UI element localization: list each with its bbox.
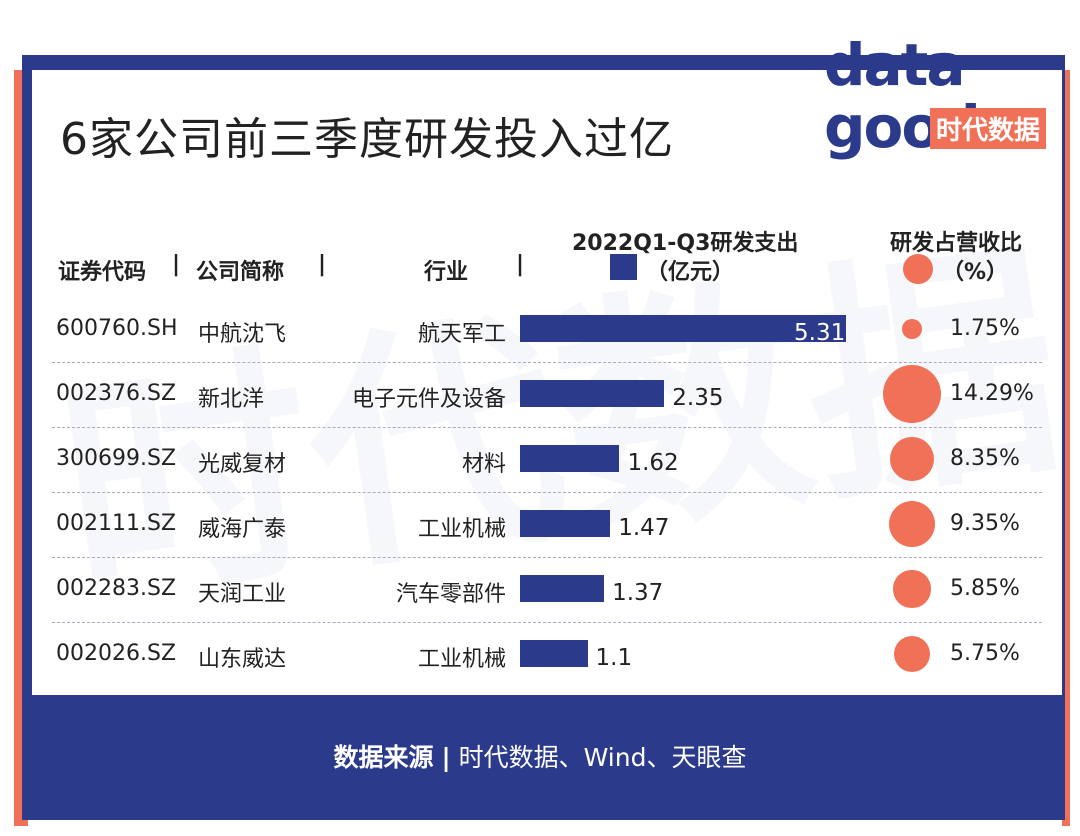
- header-ratio-unit: （%）: [942, 260, 1009, 285]
- rd-value-label: 1.1: [595, 645, 633, 671]
- row-security-code: 300699.SZ: [56, 446, 177, 471]
- ratio-value-label: 1.75%: [950, 316, 1020, 341]
- row-security-code: 002283.SZ: [56, 576, 177, 601]
- table-row: 002026.SZ 山东威达 工业机械 1.1 5.75%: [52, 623, 1042, 688]
- ratio-value-label: 9.35%: [950, 511, 1020, 536]
- ratio-value-label: 5.85%: [950, 576, 1020, 601]
- ratio-value-label: 8.35%: [950, 446, 1020, 471]
- row-company-name: 山东威达: [198, 647, 287, 672]
- header-rd-unit: （亿元）: [646, 260, 735, 285]
- header-ratio: 研发占营收比: [890, 231, 1023, 256]
- ratio-bubble: [893, 635, 931, 673]
- row-industry: 汽车零部件: [395, 582, 506, 607]
- ratio-bubble: [901, 318, 923, 340]
- rd-value-label: 5.31: [794, 320, 846, 346]
- table-row: 600760.SH 中航沈飞 航天军工 5.31 1.75%: [52, 298, 1042, 363]
- row-company-name: 光威复材: [198, 452, 287, 477]
- header-industry: 行业: [424, 260, 469, 285]
- row-company-name: 新北洋: [198, 387, 265, 412]
- rd-value-label: 2.35: [672, 385, 724, 411]
- header-separator: |: [172, 252, 181, 277]
- ratio-value-label: 14.29%: [950, 381, 1034, 406]
- ratio-value-label: 5.75%: [950, 641, 1020, 666]
- ratio-bubble: [888, 500, 936, 548]
- table-row: 002376.SZ 新北洋 电子元件及设备 2.35 14.29%: [52, 363, 1042, 428]
- row-industry: 电子元件及设备: [351, 387, 506, 412]
- table-row: 300699.SZ 光威复材 材料 1.62 8.35%: [52, 428, 1042, 493]
- row-divider: [52, 427, 1042, 428]
- datagood-logo: data good 时代数据: [820, 16, 1060, 176]
- row-industry: 材料: [461, 452, 506, 477]
- row-divider: [52, 362, 1042, 363]
- ratio-bubble: [893, 570, 931, 608]
- row-divider: [52, 492, 1042, 493]
- rd-bar: [520, 380, 665, 407]
- logo-word-data: data: [824, 31, 966, 99]
- rd-bar: [520, 510, 611, 537]
- header-separator: |: [318, 252, 327, 277]
- row-industry: 工业机械: [417, 517, 506, 542]
- header-code: 证券代码: [58, 260, 147, 285]
- header-separator: |: [516, 252, 525, 277]
- ratio-bubble: [883, 365, 941, 423]
- rd-value-label: 1.62: [627, 450, 679, 476]
- source-label: 数据来源: [333, 743, 434, 772]
- page-title: 6家公司前三季度研发投入过亿: [60, 114, 674, 165]
- row-divider: [52, 622, 1042, 623]
- row-security-code: 002376.SZ: [56, 381, 177, 406]
- rd-value-label: 1.47: [618, 515, 670, 541]
- source-footer: 数据来源 | 时代数据、Wind、天眼查: [0, 738, 1080, 774]
- rd-bar: [520, 575, 605, 602]
- table-row: 002111.SZ 威海广泰 工业机械 1.47 9.35%: [52, 493, 1042, 558]
- row-company-name: 中航沈飞: [198, 322, 287, 347]
- row-company-name: 天润工业: [198, 582, 287, 607]
- row-industry: 航天军工: [417, 322, 506, 347]
- ratio-bubble: [889, 436, 935, 482]
- legend-bubble-swatch: [903, 254, 933, 284]
- row-security-code: 002026.SZ: [56, 641, 177, 666]
- right-accent-stripe: [1062, 70, 1070, 826]
- row-industry: 工业机械: [417, 647, 506, 672]
- legend-bar-swatch: [610, 254, 637, 280]
- source-text: 时代数据、Wind、天眼查: [458, 743, 747, 772]
- row-company-name: 威海广泰: [198, 517, 287, 542]
- rd-bar: [520, 445, 620, 472]
- header-rd-spend: 2022Q1-Q3研发支出: [572, 231, 799, 256]
- rd-value-label: 1.37: [612, 580, 664, 606]
- rd-bar: [520, 640, 588, 667]
- row-security-code: 002111.SZ: [56, 511, 177, 536]
- logo-chinese-badge: 时代数据: [930, 108, 1047, 149]
- row-security-code: 600760.SH: [56, 316, 178, 341]
- header-name: 公司简称: [196, 260, 285, 285]
- source-separator: |: [441, 743, 451, 772]
- row-divider: [52, 557, 1042, 558]
- table-row: 002283.SZ 天润工业 汽车零部件 1.37 5.85%: [52, 558, 1042, 623]
- rd-bar: [520, 315, 846, 342]
